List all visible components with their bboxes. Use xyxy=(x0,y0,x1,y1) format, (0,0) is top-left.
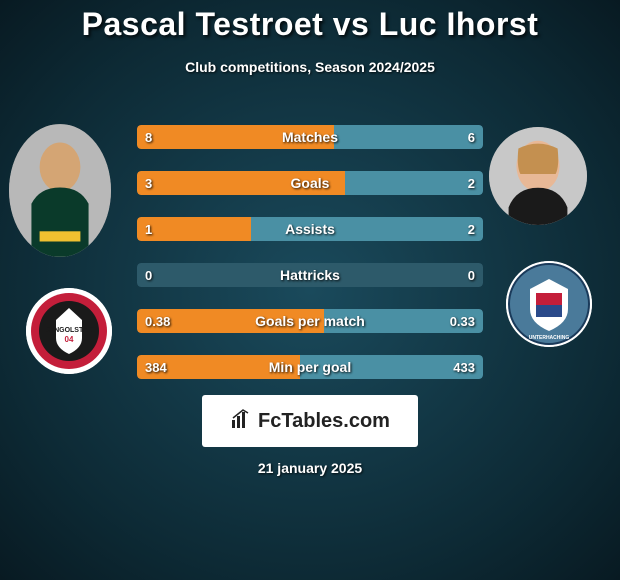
stat-row: 12Assists xyxy=(137,217,483,241)
stat-row: 86Matches xyxy=(137,125,483,149)
person-icon xyxy=(9,124,111,257)
person-icon xyxy=(489,127,587,225)
stat-label: Min per goal xyxy=(137,355,483,379)
subtitle: Club competitions, Season 2024/2025 xyxy=(0,59,620,75)
stat-label: Matches xyxy=(137,125,483,149)
footer-brand-box: FcTables.com xyxy=(202,395,418,447)
footer-brand-text: FcTables.com xyxy=(258,410,390,433)
player-left-avatar xyxy=(9,124,111,257)
shield-icon: FC INGOLSTADT 04 xyxy=(26,288,112,374)
date-text: 21 january 2025 xyxy=(0,460,620,476)
stats-bars: 86Matches 32Goals 12Assists 00Hattricks 0.38… xyxy=(137,125,483,401)
svg-text:UNTERHACHING: UNTERHACHING xyxy=(529,335,570,341)
club-right-badge: UNTERHACHING xyxy=(506,261,592,347)
stat-label: Goals xyxy=(137,171,483,195)
page-title: Pascal Testroet vs Luc Ihorst xyxy=(0,0,620,43)
stat-row: 32Goals xyxy=(137,171,483,195)
stat-label: Goals per match xyxy=(137,309,483,333)
chart-icon xyxy=(230,408,252,435)
player-right-avatar xyxy=(489,127,587,225)
svg-text:FC INGOLSTADT: FC INGOLSTADT xyxy=(41,327,98,334)
svg-text:04: 04 xyxy=(65,335,74,344)
club-left-badge: FC INGOLSTADT 04 xyxy=(26,288,112,374)
stat-row: 384433Min per goal xyxy=(137,355,483,379)
stat-label: Hattricks xyxy=(137,263,483,287)
stat-row: 0.380.33Goals per match xyxy=(137,309,483,333)
stat-label: Assists xyxy=(137,217,483,241)
shield-icon: UNTERHACHING xyxy=(506,261,592,347)
stat-row: 00Hattricks xyxy=(137,263,483,287)
